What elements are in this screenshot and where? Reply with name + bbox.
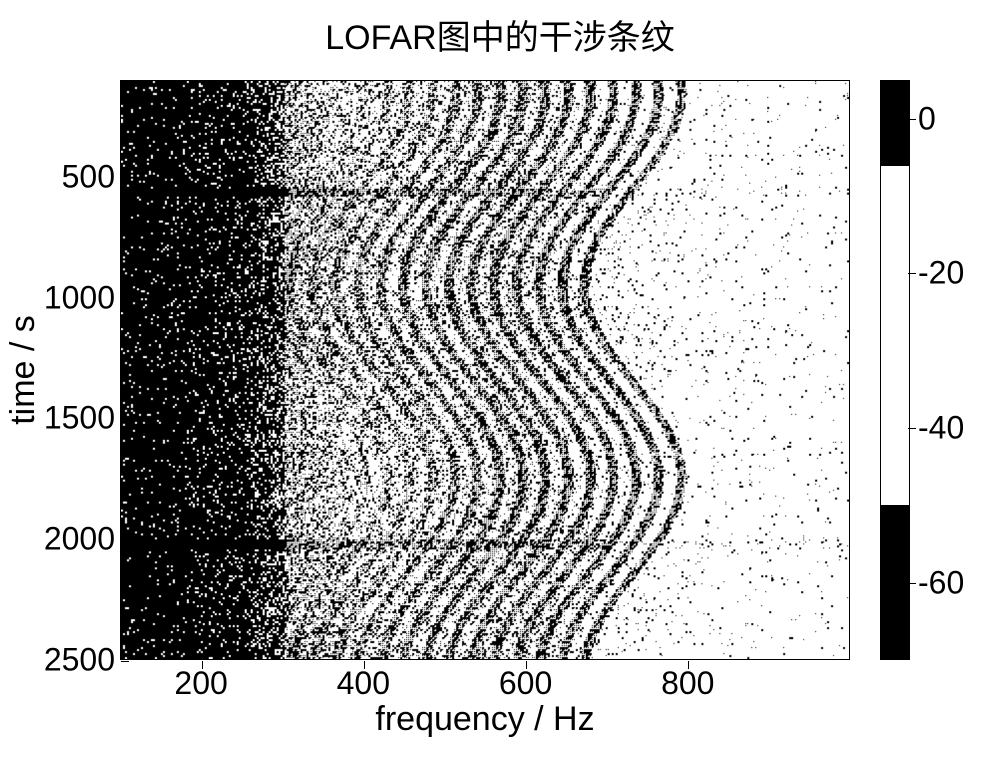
colorbar-segment: [881, 505, 909, 659]
spectrogram-canvas: [121, 81, 849, 659]
y-axis-ticks: 5001000150020002500: [40, 80, 115, 660]
y-tick-label: 2000: [44, 521, 115, 558]
plot-area: [120, 80, 850, 660]
colorbar-segment: [881, 166, 909, 505]
colorbar: [880, 80, 910, 660]
colorbar-segment: [881, 81, 909, 166]
y-tick-label: 2500: [44, 642, 115, 679]
colorbar-tick-label: -60: [918, 564, 964, 601]
colorbar-tick-label: -20: [918, 255, 964, 292]
x-axis-ticks: 200400600800: [120, 665, 850, 695]
y-tick-label: 500: [62, 158, 115, 195]
x-tick-label: 800: [661, 665, 714, 702]
y-tick-label: 1000: [44, 279, 115, 316]
colorbar-tick-label: 0: [918, 100, 936, 137]
colorbar-tick-label: -40: [918, 410, 964, 447]
y-tick-label: 1500: [44, 400, 115, 437]
y-axis-label: time / s: [4, 80, 44, 660]
colorbar-ticks: 0 -20 -40 -60: [918, 80, 988, 660]
plot-title: LOFAR图中的干涉条纹: [0, 10, 1000, 59]
lofar-spectrogram-figure: LOFAR图中的干涉条纹 time / s 500100015002000250…: [0, 0, 1000, 758]
x-tick-label: 600: [499, 665, 552, 702]
x-tick-label: 400: [337, 665, 390, 702]
x-axis-label: frequency / Hz: [120, 700, 850, 739]
x-tick-label: 200: [174, 665, 227, 702]
